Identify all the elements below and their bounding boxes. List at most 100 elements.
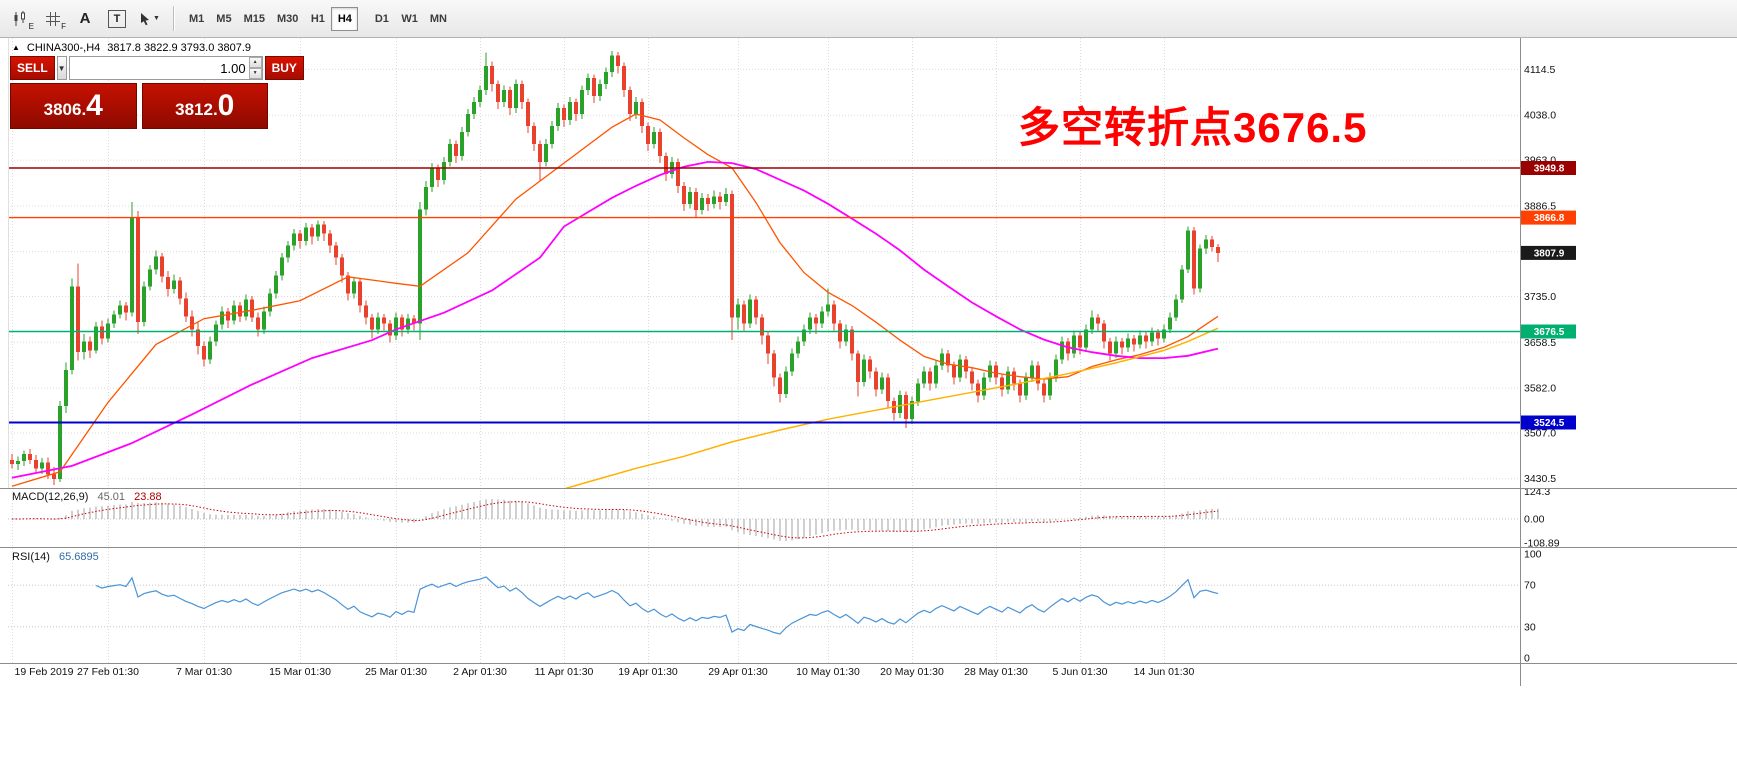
candle [502, 90, 506, 103]
candle [472, 102, 476, 114]
time-axis-label: 11 Apr 01:30 [535, 666, 594, 678]
symbol-ohlc-values: 3817.8 3822.9 3793.0 3807.9 [107, 42, 252, 54]
candle [1030, 365, 1034, 378]
candle [1192, 230, 1196, 289]
candle [292, 233, 296, 246]
chart-annotation-text[interactable]: 多空转折点3676.5 [1018, 104, 1368, 151]
candle [304, 227, 308, 241]
candle [958, 359, 962, 378]
buy-button[interactable]: BUY [264, 56, 304, 80]
chart-type-icon[interactable]: E [6, 5, 36, 32]
candle [718, 196, 722, 202]
grid-icon[interactable]: F [38, 5, 68, 32]
price-axis-label: 3886.5 [1524, 200, 1556, 212]
volume-decrease-button[interactable]: ▼ [248, 68, 262, 79]
candle [352, 281, 356, 294]
candle [394, 317, 398, 336]
candle [490, 66, 494, 85]
candle [1054, 359, 1058, 378]
timeframe-button-d1[interactable]: D1 [368, 7, 395, 31]
candle [562, 108, 566, 120]
candle [382, 317, 386, 324]
time-axis-label: 19 Feb 2019 [15, 666, 74, 678]
candle [514, 84, 518, 108]
volume-increase-button[interactable]: ▲ [248, 57, 262, 68]
candle [580, 90, 584, 114]
timeframe-button-h4[interactable]: H4 [331, 6, 359, 31]
candle [154, 256, 158, 270]
candle [814, 317, 818, 324]
candle [1114, 341, 1118, 354]
candle [130, 216, 134, 313]
candle [148, 269, 152, 287]
candle [1210, 239, 1214, 247]
price-level-tag[interactable] [1521, 415, 1576, 430]
timeframe-button-m15[interactable]: M15 [238, 7, 271, 31]
candle [484, 66, 488, 90]
price-chart[interactable]: 4114.54038.03963.03886.53810.03735.03658… [0, 38, 1737, 759]
time-axis-label: 27 Feb 01:30 [77, 666, 139, 678]
price-level-tag-label: 3866.8 [1534, 213, 1565, 224]
macd-layer [8, 499, 1520, 541]
candle [850, 329, 854, 354]
candle [634, 102, 638, 114]
price-level-tag[interactable] [1521, 324, 1576, 339]
candle [796, 341, 800, 354]
candle [982, 377, 986, 396]
timeframe-button-h1[interactable]: H1 [304, 7, 331, 31]
candle [754, 299, 758, 318]
toolbar-separator [173, 6, 174, 31]
candle [544, 143, 548, 162]
candle [136, 216, 140, 323]
cursor-tool-icon[interactable]: ▼ [134, 5, 164, 32]
candle [748, 299, 752, 324]
chart-window: 4114.54038.03963.03886.53810.03735.03658… [0, 38, 1737, 759]
price-level-tag[interactable] [1521, 245, 1576, 260]
candle [70, 286, 74, 371]
candle [358, 281, 362, 306]
candle [388, 323, 392, 336]
candle [742, 304, 746, 324]
timeframe-button-m1[interactable]: M1 [183, 7, 210, 31]
volume-input[interactable] [69, 57, 249, 79]
candle [802, 329, 806, 342]
candle [838, 323, 842, 342]
sell-button[interactable]: SELL [10, 56, 55, 80]
sell-price-display[interactable]: 3806. 4 [10, 83, 137, 129]
text-tool-icon[interactable]: T [102, 5, 132, 32]
candles-layer [10, 51, 1220, 485]
price-axis-label: 3735.0 [1524, 291, 1556, 303]
candle [424, 187, 428, 210]
candle [76, 286, 80, 353]
price-axis-label: 3658.5 [1524, 337, 1556, 349]
candle [460, 131, 464, 156]
candle [1060, 341, 1064, 360]
candle [538, 143, 542, 162]
candle [706, 197, 710, 204]
candle [238, 305, 242, 317]
candle [262, 311, 266, 330]
order-type-dropdown[interactable]: ▼ [56, 56, 67, 80]
candle [1156, 332, 1160, 339]
timeframe-button-mn[interactable]: MN [424, 7, 453, 31]
candle [652, 131, 656, 144]
price-level-tag[interactable] [1521, 210, 1576, 225]
candle [1180, 269, 1184, 300]
macd-label: MACD(12,26,9) 45.01 23.88 [12, 491, 162, 503]
candle [1138, 335, 1142, 345]
candle [478, 90, 482, 103]
candle [1024, 377, 1028, 396]
text-label-icon[interactable]: A [70, 5, 100, 32]
candle [592, 78, 596, 97]
candle [442, 161, 446, 180]
timeframe-button-w1[interactable]: W1 [395, 7, 424, 31]
buy-price-display[interactable]: 3812. 0 [141, 83, 268, 129]
timeframe-button-m5[interactable]: M5 [210, 7, 237, 31]
candle [610, 55, 614, 73]
candle [964, 359, 968, 372]
candle [340, 257, 344, 276]
price-level-tag-label: 3524.5 [1534, 418, 1565, 429]
candle [250, 299, 254, 318]
price-level-tag[interactable] [1521, 161, 1576, 175]
timeframe-button-m30[interactable]: M30 [271, 7, 304, 31]
